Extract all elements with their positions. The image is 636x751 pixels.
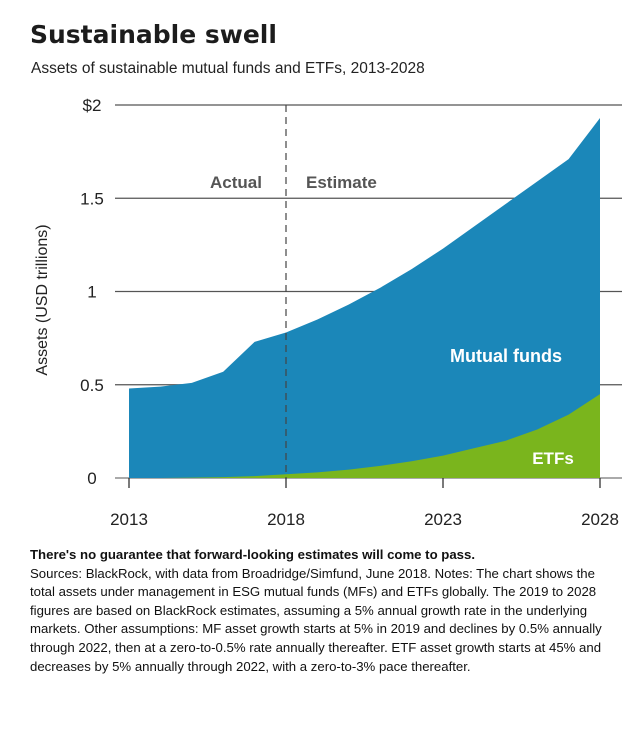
x-tick-label: 2013 [110, 510, 148, 529]
y-axis-label: Assets (USD trillions) [34, 224, 51, 375]
x-tick-label: 2018 [267, 510, 305, 529]
etfs-label: ETFs [532, 449, 574, 468]
y-tick-label: 0 [87, 469, 96, 488]
etfs-area [129, 394, 600, 478]
y-tick-label: 1.5 [80, 189, 104, 208]
disclaimer: There's no guarantee that forward-lookin… [30, 547, 476, 562]
y-tick-label: 0.5 [80, 376, 104, 395]
chart-subtitle: Assets of sustainable mutual funds and E… [31, 60, 425, 77]
mutual-funds-label: Mutual funds [450, 346, 562, 366]
y-tick-label: 1 [87, 283, 96, 302]
chart-notes: There's no guarantee that forward-lookin… [30, 546, 615, 676]
area-chart: Actual Estimate Mutual funds ETFs 0 0.5 1 1.5 $… [34, 96, 622, 529]
x-tick-label: 2028 [581, 510, 619, 529]
x-tick-label: 2023 [424, 510, 462, 529]
y-tick-label: $2 [83, 96, 102, 115]
mutual-funds-area [129, 118, 600, 479]
actual-label: Actual [210, 173, 262, 192]
chart-title: Sustainable swell [30, 20, 277, 49]
estimate-label: Estimate [306, 173, 377, 192]
sources-notes: Sources: BlackRock, with data from Broad… [30, 565, 602, 674]
